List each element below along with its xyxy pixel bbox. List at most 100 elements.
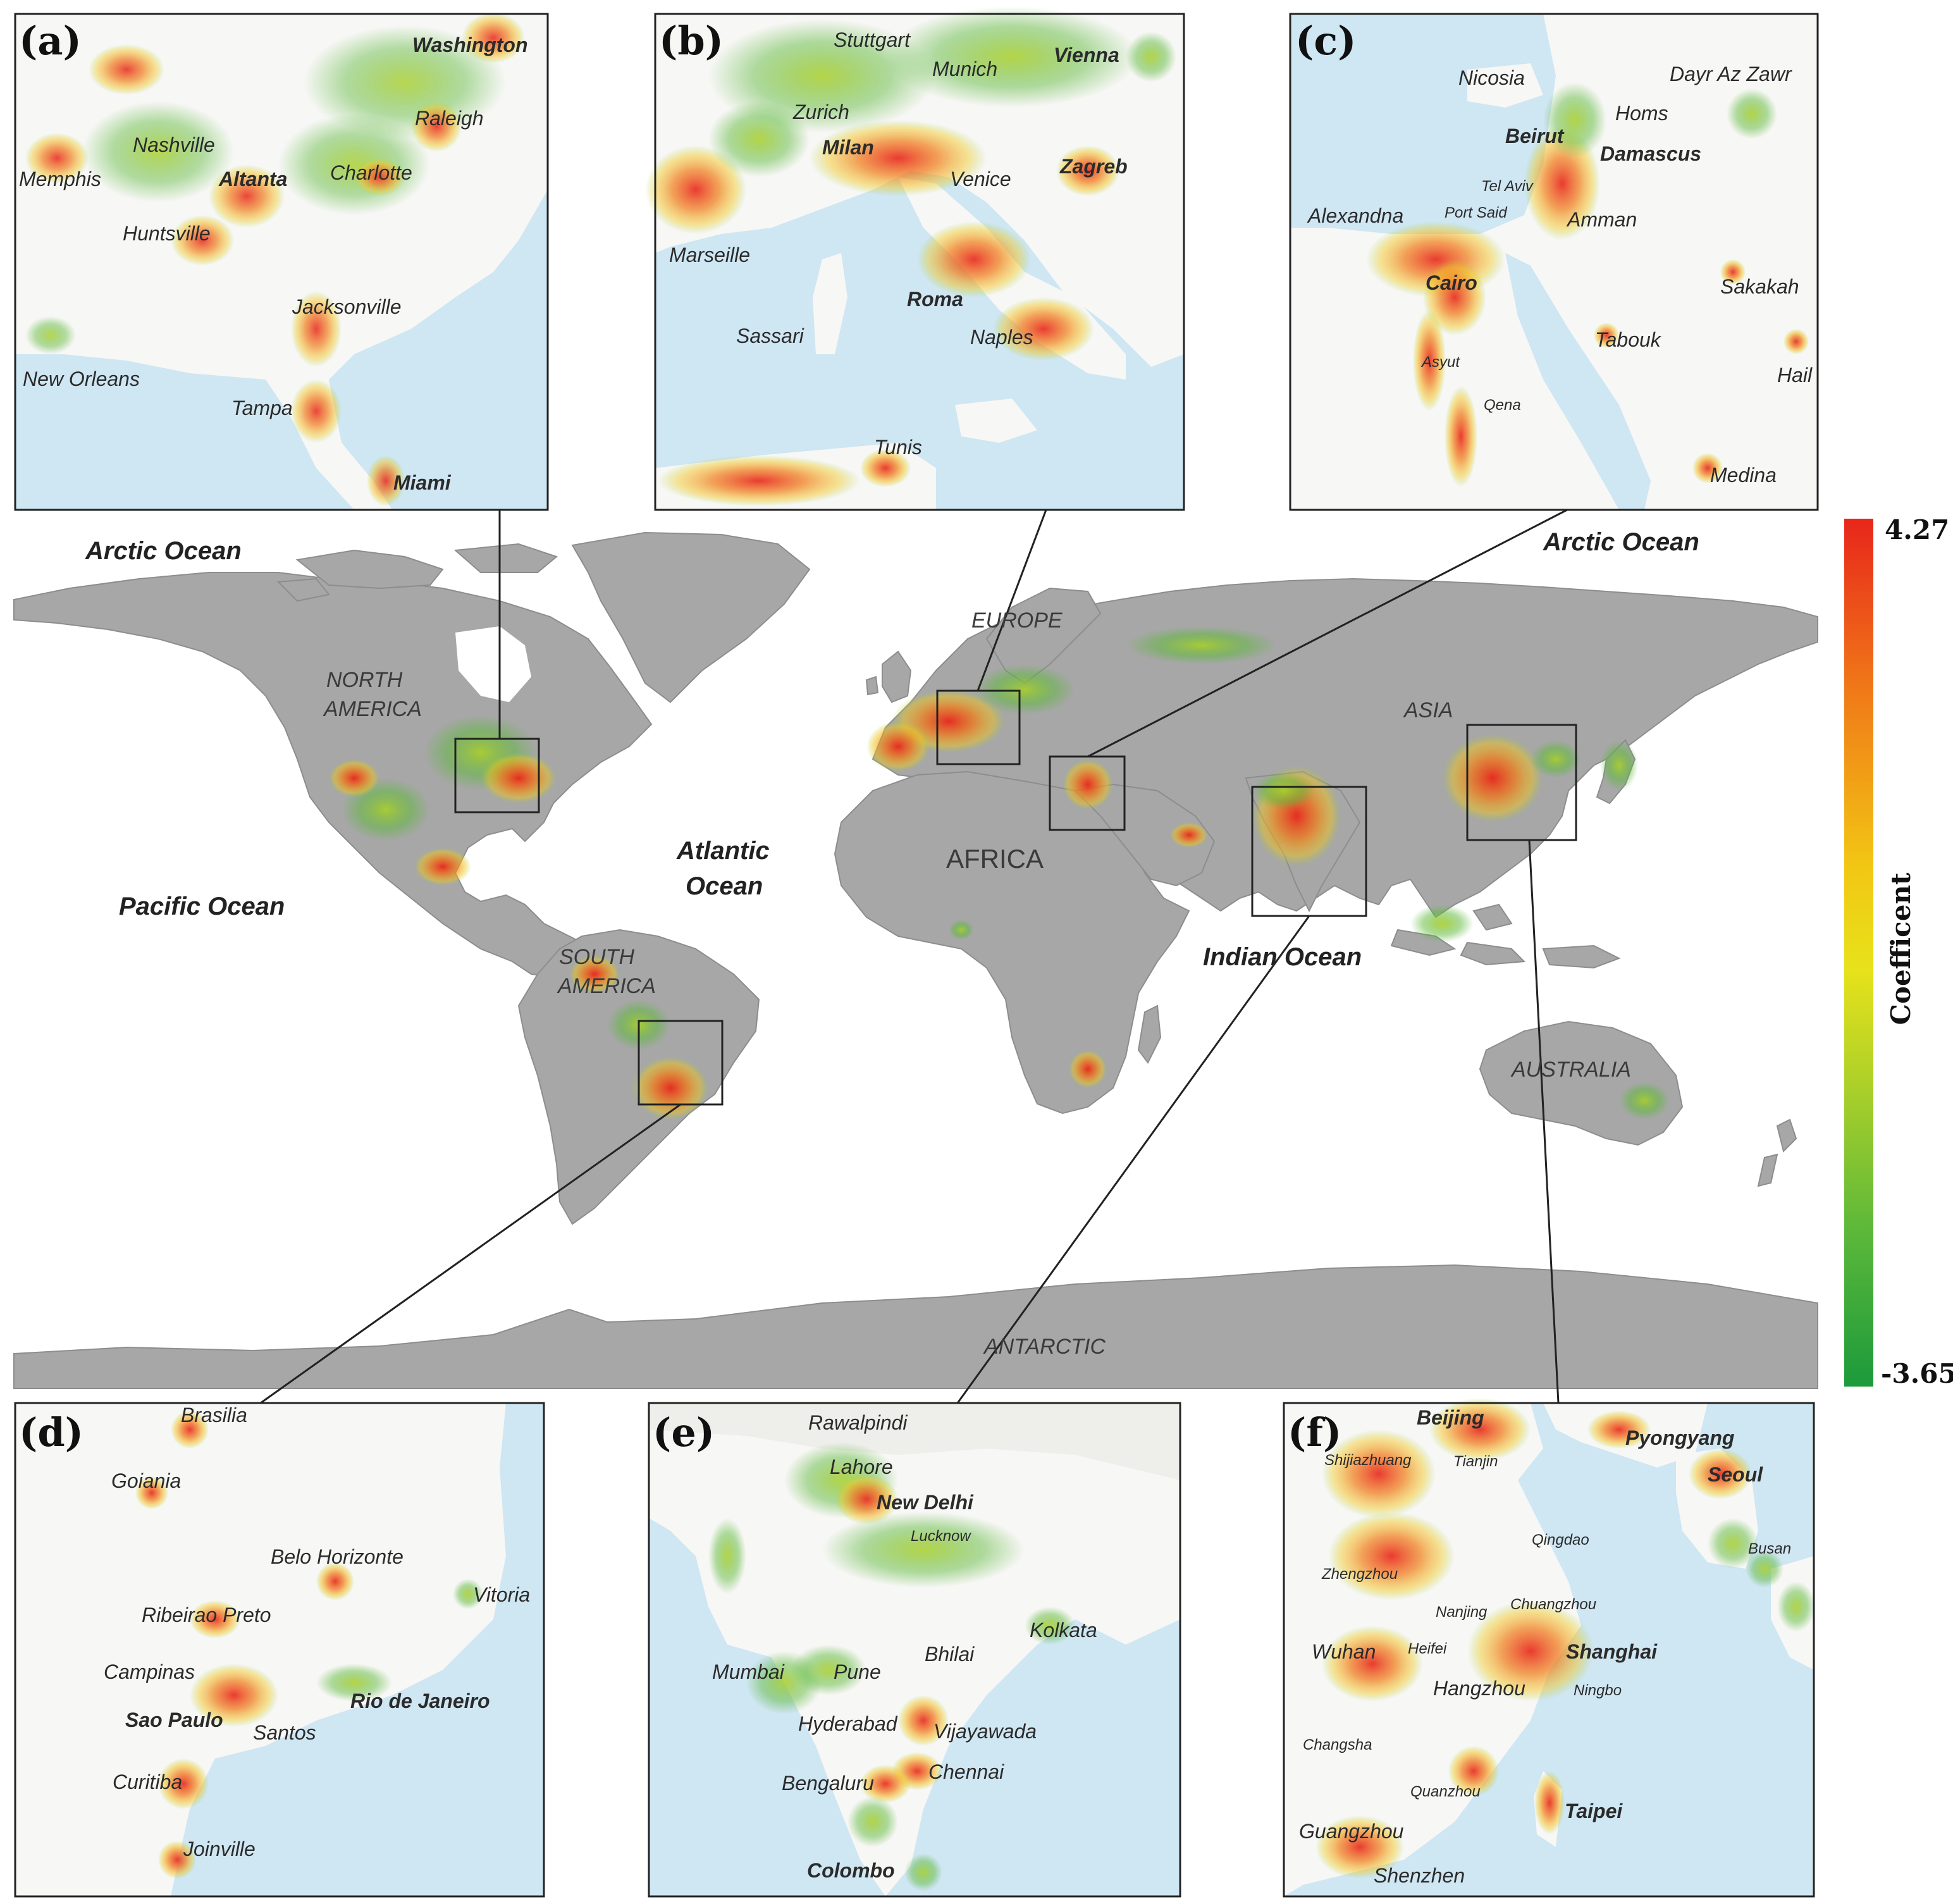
city-label: Ningbo bbox=[1574, 1682, 1622, 1699]
city-label: Vienna bbox=[1054, 44, 1119, 66]
city-label: Venice bbox=[950, 168, 1011, 190]
city-label: Zhengzhou bbox=[1321, 1566, 1398, 1583]
world-map: Arctic Ocean Arctic Ocean Pacific Ocean … bbox=[13, 509, 1818, 1404]
city-label: Joinville bbox=[183, 1838, 256, 1860]
asia-label: ASIA bbox=[1403, 698, 1453, 722]
colorbar: 4.27 -3.65 Coefficent bbox=[1844, 514, 1953, 1389]
city-label: Asyut bbox=[1420, 354, 1460, 371]
city-label: Tampa bbox=[231, 397, 293, 419]
city-label: Mumbai bbox=[712, 1660, 785, 1683]
city-label: Qena bbox=[1484, 397, 1521, 414]
city-label: Heifei bbox=[1408, 1640, 1447, 1657]
panel-d-letter: (d) bbox=[19, 1409, 83, 1456]
city-label: Memphis bbox=[19, 168, 101, 190]
zoom-box-a bbox=[454, 738, 540, 813]
city-label: Chuangzhou bbox=[1510, 1596, 1596, 1613]
inset-panel-a: (a) Washington Nashville Raleigh Memphis… bbox=[14, 13, 549, 511]
city-label: Milan bbox=[822, 136, 874, 159]
city-label: Tabouk bbox=[1595, 328, 1662, 351]
city-label: Marseille bbox=[669, 244, 750, 266]
city-label: Kolkata bbox=[1030, 1619, 1097, 1641]
arctic-ocean-right-label: Arctic Ocean bbox=[1543, 528, 1699, 556]
city-label: Seoul bbox=[1708, 1463, 1763, 1486]
north-america-label-1: NORTH bbox=[326, 668, 403, 692]
city-label: Altanta bbox=[218, 168, 287, 190]
city-label: Vitoria bbox=[473, 1583, 530, 1606]
city-label: Shijiazhuang bbox=[1324, 1452, 1412, 1469]
city-label: Guangzhou bbox=[1299, 1820, 1404, 1843]
city-label: Zurich bbox=[792, 101, 849, 123]
north-america-label-2: AMERICA bbox=[323, 697, 422, 721]
city-label: Colombo bbox=[807, 1859, 895, 1882]
city-label: Alexandna bbox=[1307, 204, 1403, 227]
city-label: Sakakah bbox=[1720, 275, 1799, 298]
city-label: Busan bbox=[1748, 1540, 1791, 1557]
atlantic-ocean-label-2: Ocean bbox=[686, 872, 763, 900]
city-label: Miami bbox=[393, 471, 452, 494]
europe-label: EUROPE bbox=[971, 609, 1063, 633]
city-label: Campinas bbox=[104, 1660, 195, 1683]
panel-c-letter: (c) bbox=[1295, 18, 1356, 64]
inset-panel-d-frame bbox=[14, 1402, 545, 1898]
city-label: Curitiba bbox=[113, 1771, 182, 1793]
south-america-label-1: SOUTH bbox=[559, 945, 634, 969]
city-label: Taipei bbox=[1565, 1800, 1623, 1822]
city-label: Changsha bbox=[1303, 1736, 1372, 1753]
zoom-box-c bbox=[1049, 755, 1126, 831]
city-label: Charlotte bbox=[330, 161, 412, 184]
city-label: Pune bbox=[834, 1660, 881, 1683]
city-label: Qingdao bbox=[1532, 1531, 1589, 1549]
city-label: Sao Paulo bbox=[125, 1709, 223, 1731]
inset-panel-d: (d) Brasilia Goiania Belo Horizonte Vito… bbox=[14, 1402, 545, 1898]
inset-panel-c: (c) Nicosia Dayr Az Zawr Homs Beirut Dam… bbox=[1289, 13, 1819, 511]
inset-panel-e: (e) Rawalpindi Lahore New Delhi Lucknow … bbox=[648, 1402, 1181, 1898]
atlantic-ocean-label-1: Atlantic bbox=[676, 837, 770, 865]
inset-panel-f: (f) Beijing Pyongyang Shijiazhuang Tianj… bbox=[1283, 1398, 1815, 1898]
arabian-peninsula bbox=[1073, 783, 1216, 887]
madagascar bbox=[1137, 1005, 1162, 1064]
city-label: Tunis bbox=[874, 436, 922, 459]
city-label: Chennai bbox=[928, 1760, 1004, 1783]
city-label: New Orleans bbox=[23, 368, 140, 390]
city-label: Port Said bbox=[1445, 204, 1507, 221]
city-label: Stuttgart bbox=[834, 28, 911, 51]
panel-e-letter: (e) bbox=[653, 1409, 715, 1456]
inset-panel-c-frame bbox=[1289, 13, 1819, 511]
city-label: Bengaluru bbox=[782, 1772, 874, 1795]
city-label: Jacksonville bbox=[292, 295, 402, 318]
city-label: Naples bbox=[970, 326, 1033, 349]
city-label: Beirut bbox=[1505, 125, 1565, 147]
city-label: New Delhi bbox=[877, 1491, 974, 1514]
city-label: Hail bbox=[1777, 364, 1813, 386]
panel-b-letter: (b) bbox=[659, 18, 724, 64]
inset-panel-b: (b) Stuttgart Munich Vienna Zurich Milan… bbox=[645, 6, 1185, 511]
city-label: Cairo bbox=[1426, 271, 1477, 294]
greenland-landmass bbox=[571, 531, 811, 703]
antarctica-landmass bbox=[13, 1264, 1818, 1389]
city-label: Medina bbox=[1710, 464, 1777, 486]
city-label: Washington bbox=[412, 34, 528, 56]
colorbar-title: Coefficent bbox=[1885, 872, 1916, 1025]
africa-label: AFRICA bbox=[946, 844, 1044, 874]
colorbar-min-label: -3.65 bbox=[1881, 1358, 1953, 1389]
city-label: Rawalpindi bbox=[808, 1411, 908, 1434]
south-america-label-2: AMERICA bbox=[557, 974, 656, 998]
city-label: Dayr Az Zawr bbox=[1670, 63, 1792, 85]
city-label: Zagreb bbox=[1059, 155, 1128, 178]
inset-panel-b-frame bbox=[654, 13, 1185, 511]
city-label: Sassari bbox=[736, 325, 804, 347]
city-label: Bhilai bbox=[925, 1643, 975, 1666]
city-label: Tianjin bbox=[1453, 1453, 1498, 1470]
city-label: Nicosia bbox=[1458, 66, 1525, 89]
city-label: Brasilia bbox=[181, 1404, 247, 1426]
city-label: Roma bbox=[907, 288, 963, 311]
panel-a-letter: (a) bbox=[19, 18, 82, 64]
city-label: Lucknow bbox=[911, 1528, 971, 1545]
colorbar-ramp bbox=[1844, 519, 1873, 1387]
city-label: Wuhan bbox=[1312, 1640, 1376, 1663]
city-label: Ribeirao Preto bbox=[142, 1604, 271, 1626]
city-label: Raleigh bbox=[415, 107, 484, 130]
british-isles bbox=[865, 650, 912, 703]
city-label: Goiania bbox=[111, 1469, 181, 1492]
